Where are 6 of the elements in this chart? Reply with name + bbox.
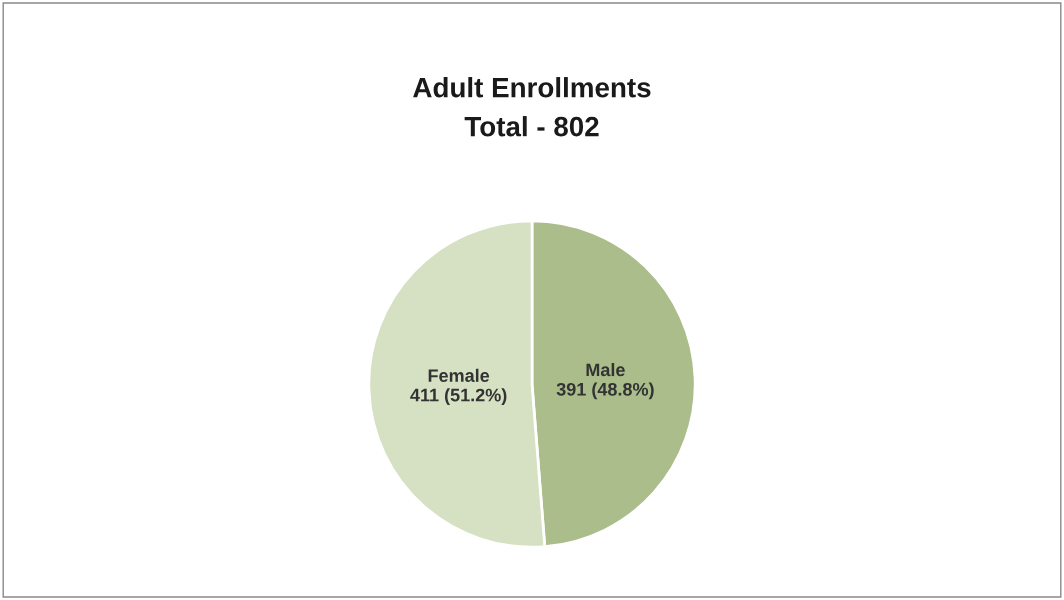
slice-label: Female xyxy=(428,368,490,382)
slice-label: Male xyxy=(586,362,625,377)
chart-subtitle: Total - 802 xyxy=(464,116,599,137)
chart-title: Adult Enrollments xyxy=(413,77,651,98)
data-label: 391 (48.8%) xyxy=(556,382,654,400)
data-label: 411 (51.2%) xyxy=(410,388,507,406)
